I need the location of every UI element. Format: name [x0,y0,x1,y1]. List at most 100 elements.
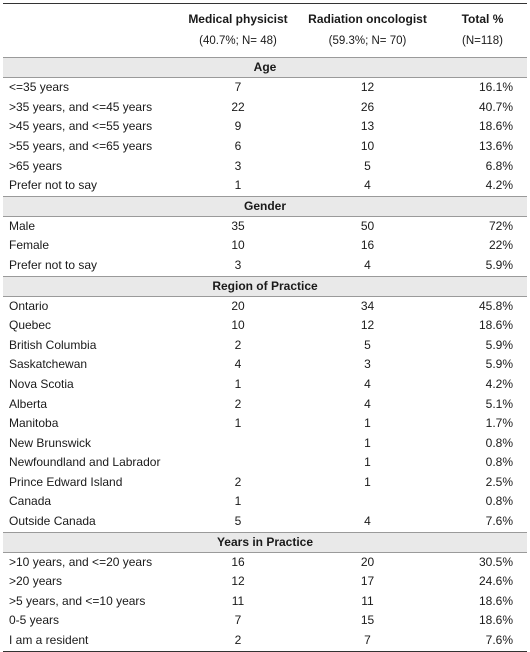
row-label: Outside Canada [9,514,96,529]
radiation-oncologist-count: 10 [360,138,375,153]
radiation-oncologist-count: 1 [364,455,371,470]
row-label: I am a resident [3,631,179,652]
radiation-oncologist-count: 50 [360,218,375,233]
total-percent: 18.6% [478,613,513,628]
medical-physicist-count: 1 [234,494,242,509]
medical-physicist-count: 2 [179,631,297,652]
radiation-oncologist-count: 26 [360,99,375,114]
total-percent: 40.7% [478,99,513,114]
header-medical-physicist: Medical physicist [179,2,297,30]
total-percent: 45.8% [478,298,513,313]
total-percent: 0.8% [485,494,513,509]
row-label: Male [9,218,36,233]
row-label: >35 years, and <=45 years [9,99,153,114]
radiation-oncologist-count: 4 [364,514,371,529]
table-row: Alberta 2 4 5.1% [3,395,527,415]
radiation-oncologist-count: 20 [360,554,375,569]
radiation-oncologist-count: 12 [360,318,375,333]
row-label: Canada [9,494,52,509]
header-empty-cell [3,2,179,30]
row-label: Prefer not to say [9,257,98,272]
table-row: <=35 years 7 12 16.1% [3,78,527,98]
medical-physicist-count: 1 [234,416,242,431]
total-percent: 22% [488,238,513,253]
medical-physicist-count: 10 [231,318,245,333]
row-label: Newfoundland and Labrador [9,455,161,470]
medical-physicist-count: 3 [234,257,242,272]
row-label: Prefer not to say [9,178,98,193]
table-row: Saskatchewan 4 3 5.9% [3,355,527,375]
medical-physicist-count: 1 [234,376,242,391]
section-header-row: Age [3,57,527,79]
medical-physicist-count: 10 [231,238,245,253]
radiation-oncologist-count: 1 [364,416,371,431]
total-percent: 6.8% [485,158,513,173]
radiation-oncologist-count: 17 [360,574,375,589]
table-row: >55 years, and <=65 years 6 10 13.6% [3,137,527,157]
header-total: Total % [438,2,527,30]
total-percent: 5.9% [485,357,513,372]
row-label: Female [9,238,50,253]
medical-physicist-count: 2 [234,337,242,352]
table-row: Canada 1 0.8% [3,492,527,512]
medical-physicist-count: 6 [234,138,242,153]
medical-physicist-count: 9 [234,119,242,134]
header-radiation-oncologist-sub: (59.3%; N= 70) [297,29,438,59]
total-percent: 5.9% [485,257,513,272]
table-row: I am a resident 2 7 7.6% [3,631,527,652]
radiation-oncologist-count: 4 [364,376,371,391]
medical-physicist-count: 20 [231,298,245,313]
header-empty-cell [3,29,179,59]
medical-physicist-count: 1 [234,178,242,193]
header-radiation-oncologist: Radiation oncologist [297,2,438,30]
radiation-oncologist-count: 34 [360,298,375,313]
total-percent: 5.1% [485,396,513,411]
table-row: New Brunswick 1 0.8% [3,434,527,454]
medical-physicist-count: 2 [234,396,242,411]
total-percent: 72% [488,218,513,233]
table-header: Medical physicist Radiation oncologist T… [3,2,527,59]
table-row: Ontario 20 34 45.8% [3,296,527,316]
total-percent: 1.7% [485,416,513,431]
total-percent: 18.6% [478,119,513,134]
row-label: Nova Scotia [9,376,74,391]
row-label: New Brunswick [9,435,92,450]
radiation-oncologist-count: 16 [360,238,375,253]
row-label: >65 years [9,158,63,173]
radiation-oncologist-count: 3 [364,357,371,372]
header-medical-physicist-sub: (40.7%; N= 48) [179,29,297,59]
total-percent: 18.6% [478,318,513,333]
section-title: Gender [3,195,527,217]
demographics-table: Medical physicist Radiation oncologist T… [3,2,527,652]
medical-physicist-count: 35 [231,218,245,233]
total-percent: 4.2% [485,376,513,391]
radiation-oncologist-count: 1 [364,435,371,450]
total-percent: 18.6% [478,593,513,608]
total-percent: 30.5% [478,554,513,569]
table-row: British Columbia 2 5 5.9% [3,336,527,356]
radiation-oncologist-count: 5 [364,337,371,352]
medical-physicist-count: 4 [234,357,242,372]
row-label: >55 years, and <=65 years [9,138,153,153]
radiation-oncologist-count: 13 [360,119,375,134]
radiation-oncologist-count: 1 [364,474,371,489]
table-row: Female 10 16 22% [3,236,527,256]
table-row: >35 years, and <=45 years 22 26 40.7% [3,98,527,118]
table-row: Newfoundland and Labrador 1 0.8% [3,453,527,473]
total-percent: 5.9% [485,337,513,352]
total-percent: 24.6% [478,574,513,589]
total-percent: 7.6% [438,631,527,652]
table-row: Outside Canada 5 4 7.6% [3,512,527,532]
section-title: Years in Practice [3,531,527,553]
radiation-oncologist-count: 7 [297,631,438,652]
row-label: Alberta [9,396,48,411]
total-percent: 0.8% [485,455,513,470]
table-row: Prefer not to say 1 4 4.2% [3,176,527,196]
medical-physicist-count: 11 [231,593,245,608]
table-row: >45 years, and <=55 years 9 13 18.6% [3,117,527,137]
row-label: >20 years [9,574,63,589]
section-title: Region of Practice [3,275,527,297]
row-label: Ontario [9,298,49,313]
total-percent: 0.8% [485,435,513,450]
table-body: Age <=35 years 7 12 16.1% >35 years, and <=45… [3,57,527,652]
